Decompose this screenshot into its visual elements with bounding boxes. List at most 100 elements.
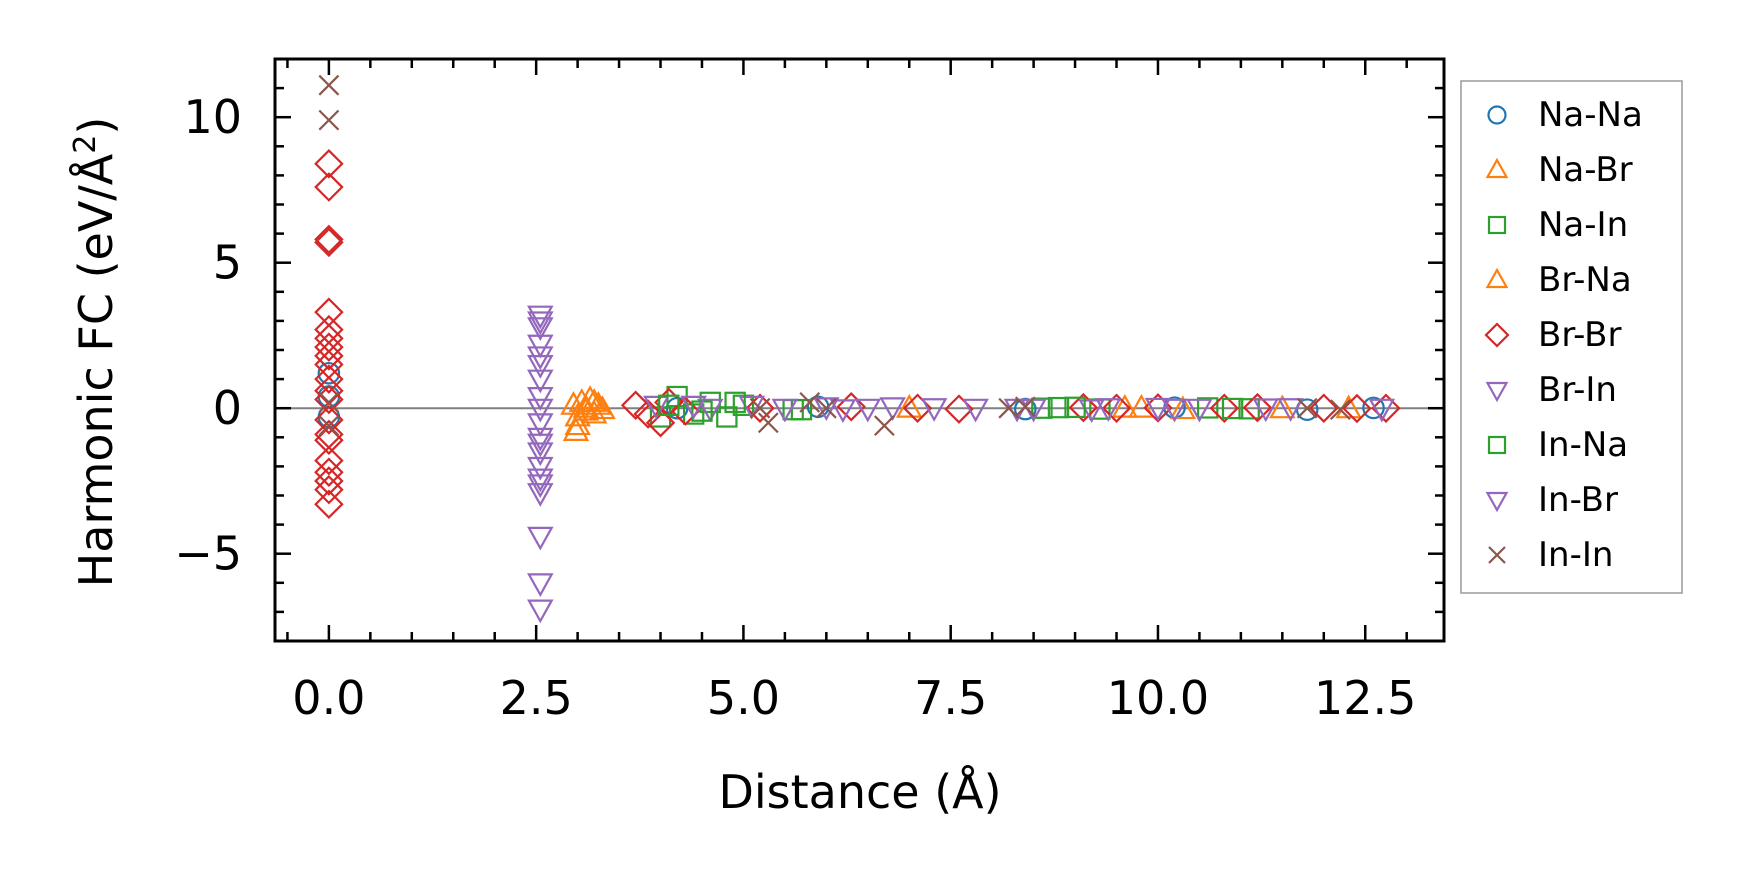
data-point-na-in [1047, 396, 1070, 419]
data-point-br-in [527, 413, 554, 438]
data-point-br-br [645, 407, 676, 438]
data-point-br-in [1186, 398, 1213, 423]
data-point-br-br [670, 396, 701, 426]
data-point-in-in [1296, 397, 1318, 419]
data-point-br-br [314, 489, 344, 519]
x-tick-label: 7.5 [914, 671, 987, 725]
data-point-br-in [527, 355, 554, 379]
legend-marker-in-in [1488, 546, 1506, 564]
data-point-br-in [527, 442, 554, 467]
data-point-in-na [1031, 397, 1053, 419]
data-point-in-in [799, 392, 821, 413]
data-point-in-na [658, 394, 680, 416]
data-point-br-in [1368, 398, 1396, 423]
data-point-in-in [757, 412, 779, 434]
data-point-in-in [1014, 396, 1036, 418]
axis-ticks [275, 59, 1444, 641]
data-point-in-in [998, 397, 1020, 419]
y-tick-label: 5 [213, 236, 242, 290]
data-point-in-na [1064, 396, 1086, 419]
data-point-na-br [564, 402, 591, 427]
legend-label-br-na: Br-Na [1538, 260, 1632, 300]
data-point-br-br [314, 149, 344, 179]
data-point-in-br [1094, 398, 1122, 422]
legend-label-br-br: Br-Br [1538, 315, 1622, 355]
data-point-br-in [527, 526, 554, 551]
data-point-in-na [724, 391, 746, 414]
data-point-in-na [1221, 397, 1244, 420]
data-point-br-in [527, 398, 554, 423]
legend-label-in-na: In-Na [1538, 425, 1628, 465]
legend-marker-na-br [1485, 157, 1509, 179]
data-point-na-br [589, 395, 616, 420]
data-point-br-br [314, 474, 344, 505]
data-point-br-na [572, 393, 600, 418]
data-point-br-in [527, 334, 554, 359]
data-point-br-in [920, 398, 948, 422]
data-point-br-in [1144, 397, 1172, 422]
data-point-na-in [716, 406, 738, 428]
data-point-in-in [318, 109, 340, 131]
x-tick-label: 12.5 [1314, 671, 1416, 725]
data-point-br-br [1068, 392, 1099, 423]
data-point-in-br [527, 474, 554, 499]
data-point-in-br [771, 398, 799, 423]
legend-marker-na-na [1487, 105, 1507, 125]
x-tick-label: 5.0 [707, 671, 780, 725]
data-point-na-br [1111, 393, 1139, 418]
x-tick-label: 0.0 [292, 671, 365, 725]
data-point-in-br [527, 433, 554, 458]
legend-markers [1484, 105, 1510, 564]
data-point-na-br [1269, 394, 1296, 419]
legend-label-na-na: Na-Na [1538, 95, 1643, 135]
data-point-br-br [1101, 393, 1132, 423]
data-point-br-in [527, 456, 554, 481]
x-axis-label: Distance (Å) [718, 765, 1001, 819]
data-point-na-na [1362, 396, 1385, 420]
data-point-br-in [962, 398, 989, 423]
data-point-na-br [1169, 395, 1197, 420]
data-point-br-br [836, 391, 866, 422]
data-point-in-in [873, 415, 895, 437]
legend: Na-Na Na-Br Na-In Br-Na Br-Br Br-In In-N… [1460, 80, 1683, 594]
data-point-br-na [580, 388, 608, 412]
x-tick-label: 10.0 [1107, 671, 1209, 725]
data-point-br-br [314, 364, 344, 394]
data-point-br-in [527, 483, 554, 507]
legend-label-br-in: Br-In [1538, 370, 1617, 410]
data-point-br-br [633, 399, 663, 429]
legend-marker-in-na [1487, 435, 1507, 455]
x-tick-labels: 0.0 2.5 5.0 7.5 10.0 12.5 [292, 671, 1416, 725]
data-point-br-in [527, 387, 554, 411]
data-point-br-na [895, 393, 923, 418]
data-point-br-in [813, 397, 840, 421]
data-point-in-br [1252, 398, 1280, 423]
data-point-in-br [829, 399, 857, 424]
legend-label-in-in: In-In [1538, 535, 1613, 575]
y-tick-labels: −5 0 5 10 [174, 90, 242, 581]
data-point-br-br [745, 393, 775, 423]
data-point-br-in [527, 573, 554, 598]
data-point-br-in [527, 599, 554, 624]
data-point-in-in [815, 397, 837, 419]
legend-label-na-in: Na-In [1538, 205, 1628, 245]
data-point-na-br [562, 417, 590, 441]
data-point-in-in [318, 415, 340, 437]
data-point-br-br [314, 466, 344, 496]
y-axis-label-close: ) [69, 117, 123, 135]
data-point-na-in [1197, 397, 1219, 419]
data-point-br-in [527, 369, 554, 394]
y-axis-label: Harmonic FC (eV/Å2) [68, 117, 124, 588]
legend-label-na-br: Na-Br [1538, 150, 1633, 190]
data-point-br-in [527, 468, 554, 493]
data-point-in-br [527, 311, 554, 336]
legend-marker-in-br [1485, 491, 1509, 513]
data-point-br-br [314, 457, 344, 487]
data-point-br-in [527, 427, 554, 452]
y-axis-label-superscript: 2 [68, 135, 103, 154]
data-point-br-br [314, 332, 344, 362]
y-tick-label: 10 [183, 90, 242, 144]
data-point-br-br [1209, 393, 1240, 423]
data-points-layer [314, 74, 1401, 624]
